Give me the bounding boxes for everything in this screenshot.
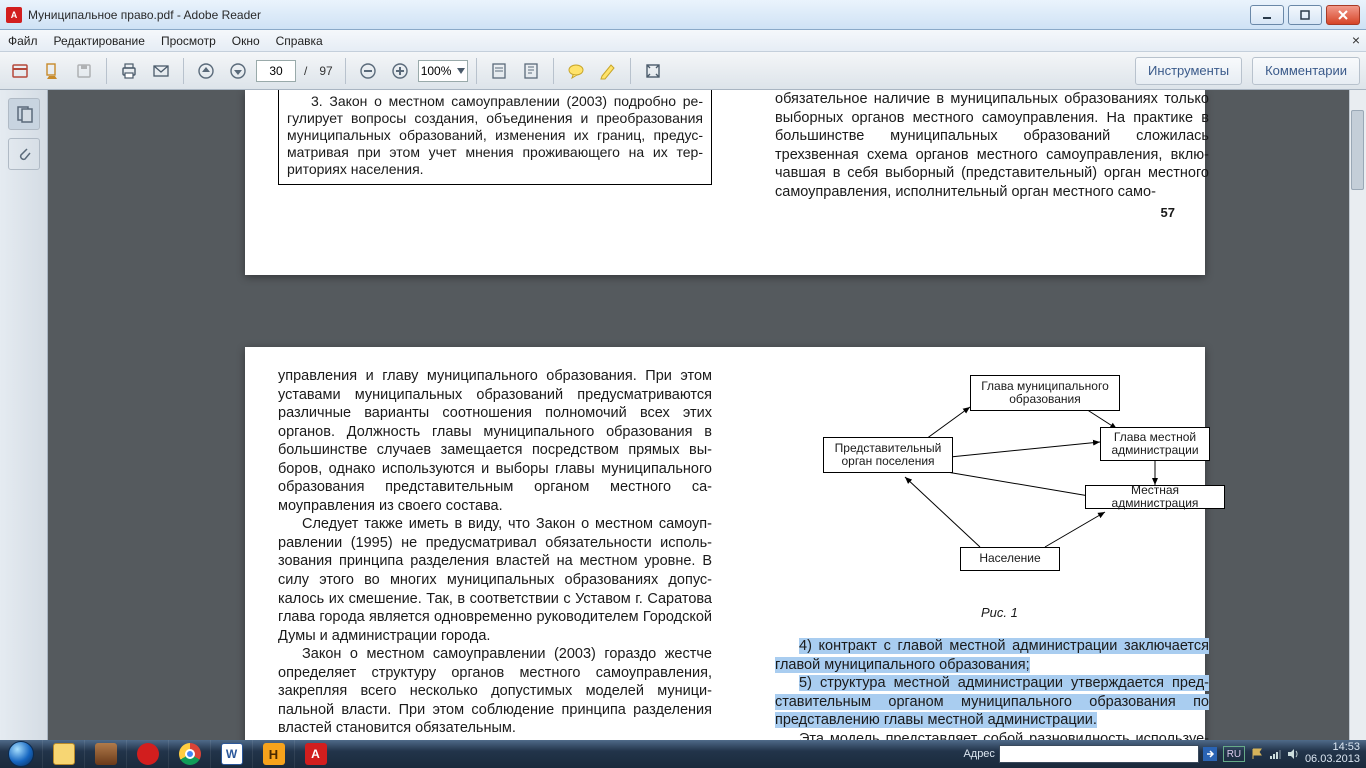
email-icon[interactable] xyxy=(147,57,175,85)
text-column: управления и главу муниципального образо… xyxy=(278,367,712,740)
diagram-node-rep: Представительный орган поселения xyxy=(823,437,953,473)
highlighted-text: 4) контракт с главой местной администрац… xyxy=(775,638,1209,673)
tray-flag-icon[interactable] xyxy=(1251,748,1263,760)
taskbar-word-icon[interactable]: W xyxy=(210,740,252,768)
page-down-icon[interactable] xyxy=(224,57,252,85)
diagram-node-admhead: Глава местной администрации xyxy=(1100,427,1210,461)
go-icon[interactable] xyxy=(1203,747,1217,761)
address-input[interactable] xyxy=(999,745,1199,763)
tools-panel-button[interactable]: Инструменты xyxy=(1135,57,1242,85)
taskbar-reader-icon[interactable]: A xyxy=(294,740,336,768)
text-box: 3. Закон о местном самоуправлении (2003)… xyxy=(278,90,712,185)
menu-help[interactable]: Справка xyxy=(276,34,323,48)
sidebar xyxy=(0,90,48,740)
menu-edit[interactable]: Редактирование xyxy=(54,34,145,48)
menu-view[interactable]: Просмотр xyxy=(161,34,216,48)
taskbar-explorer-icon[interactable] xyxy=(42,740,84,768)
taskbar-h-icon[interactable]: H xyxy=(252,740,294,768)
diagram-node-head: Глава муниципального образования xyxy=(970,375,1120,411)
zoom-in-icon[interactable] xyxy=(386,57,414,85)
tray-network-icon[interactable] xyxy=(1269,748,1281,760)
page-up-icon[interactable] xyxy=(192,57,220,85)
window-title: Муниципальное право.pdf - Adobe Reader xyxy=(28,8,1246,22)
diagram-node-pop: Население xyxy=(960,547,1060,571)
figure-caption: Рис. 1 xyxy=(981,605,1018,620)
vertical-scrollbar[interactable] xyxy=(1349,90,1366,740)
comments-panel-button[interactable]: Комментарии xyxy=(1252,57,1360,85)
tool-a-icon[interactable] xyxy=(485,57,513,85)
save-icon[interactable] xyxy=(70,57,98,85)
pdf-page: 3. Закон о местном самоуправлении (2003)… xyxy=(245,90,1205,275)
diagram-node-adm: Местная администрация xyxy=(1085,485,1225,509)
taskbar-chrome-icon[interactable] xyxy=(168,740,210,768)
language-indicator[interactable]: RU xyxy=(1223,746,1245,762)
tray-clock[interactable]: 14:53 06.03.2013 xyxy=(1305,742,1360,765)
start-button[interactable] xyxy=(0,740,42,768)
document-area[interactable]: 3. Закон о местном самоуправлении (2003)… xyxy=(48,90,1366,740)
zoom-select[interactable]: 100% xyxy=(418,60,469,82)
menu-window[interactable]: Окно xyxy=(232,34,260,48)
menu-file[interactable]: Файл xyxy=(8,34,38,48)
toolbar: / 97 100% Инструменты Комментарии xyxy=(0,52,1366,90)
maximize-button[interactable] xyxy=(1288,5,1322,25)
print-icon[interactable] xyxy=(115,57,143,85)
tool-b-icon[interactable] xyxy=(517,57,545,85)
minimize-button[interactable] xyxy=(1250,5,1284,25)
menu-bar: Файл Редактирование Просмотр Окно Справк… xyxy=(0,30,1366,52)
address-label: Адрес xyxy=(963,748,995,760)
text-column: 4) контракт с главой местной администрац… xyxy=(775,637,1209,740)
pdf-page: управления и главу муниципального образо… xyxy=(245,347,1205,740)
taskbar-opera-icon[interactable] xyxy=(126,740,168,768)
title-bar: A Муниципальное право.pdf - Adobe Reader xyxy=(0,0,1366,30)
text-column: обязательное наличие в муниципальных обр… xyxy=(775,90,1209,201)
taskbar-winrar-icon[interactable] xyxy=(84,740,126,768)
fullscreen-icon[interactable] xyxy=(639,57,667,85)
tray-volume-icon[interactable] xyxy=(1287,748,1299,760)
page-number-input[interactable] xyxy=(256,60,296,82)
menu-close-icon[interactable]: × xyxy=(1352,32,1360,48)
attachments-tab-icon[interactable] xyxy=(8,138,40,170)
close-button[interactable] xyxy=(1326,5,1360,25)
thumbnails-tab-icon[interactable] xyxy=(8,98,40,130)
page-number: 57 xyxy=(1161,205,1175,220)
open-icon[interactable] xyxy=(6,57,34,85)
app-icon: A xyxy=(6,7,22,23)
taskbar: W H A Адрес RU 14:53 06.03.2013 xyxy=(0,740,1366,768)
comment-icon[interactable] xyxy=(562,57,590,85)
page-sep: / xyxy=(304,64,307,78)
highlight-icon[interactable] xyxy=(594,57,622,85)
page-total: 97 xyxy=(319,64,332,78)
start-orb-icon xyxy=(8,741,34,767)
export-icon[interactable] xyxy=(38,57,66,85)
highlighted-text: 5) структура местной администрации утвер… xyxy=(775,675,1209,728)
zoom-out-icon[interactable] xyxy=(354,57,382,85)
org-diagram: Глава муниципального образования Предста… xyxy=(805,367,1215,597)
scroll-thumb[interactable] xyxy=(1351,110,1364,190)
